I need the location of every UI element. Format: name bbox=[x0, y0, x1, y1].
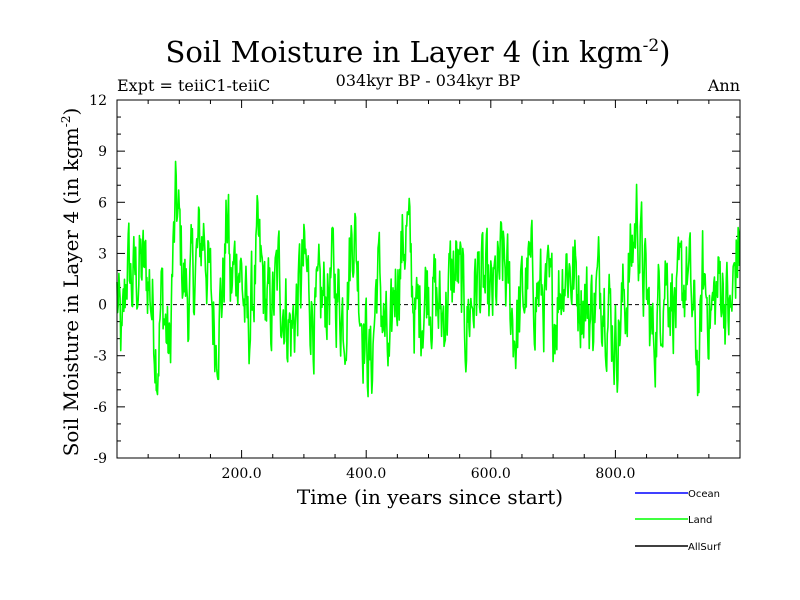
x-tick-label: 400.0 bbox=[346, 466, 386, 482]
legend: Ocean Land AllSurf bbox=[635, 489, 721, 553]
land-series-line bbox=[116, 160, 741, 398]
y-tick-label: 9 bbox=[98, 144, 107, 160]
x-tick-label: 600.0 bbox=[471, 466, 511, 482]
plot-frame bbox=[116, 99, 741, 459]
y-tick-label: 12 bbox=[89, 93, 107, 109]
x-axis-label: Time (in years since start) bbox=[297, 485, 563, 509]
y-tick-label: 0 bbox=[98, 298, 107, 314]
chart-subtitle: 034kyr BP - 034kyr BP bbox=[336, 71, 521, 90]
y-axis-label-close: ) bbox=[59, 108, 83, 116]
x-tick-label: 800.0 bbox=[595, 466, 635, 482]
season-label: Ann bbox=[707, 76, 740, 95]
y-tick-label: 3 bbox=[98, 246, 107, 262]
expt-label: Expt = teiiC1-teiiC bbox=[117, 76, 270, 95]
y-tick-label: -6 bbox=[93, 400, 107, 416]
legend-label-ocean: Ocean bbox=[688, 489, 720, 500]
chart-title-main: Soil Moisture in Layer 4 (in kgm bbox=[165, 35, 642, 69]
y-tick-label: -3 bbox=[93, 349, 107, 365]
chart-title-sup: -2 bbox=[643, 36, 660, 56]
legend-label-land: Land bbox=[688, 515, 712, 526]
chart-title-close: ) bbox=[659, 35, 670, 69]
y-axis-label-sup: -2 bbox=[59, 116, 73, 128]
y-tick-label: 6 bbox=[98, 195, 107, 211]
y-tick-label: -9 bbox=[93, 451, 107, 467]
chart-title: Soil Moisture in Layer 4 (in kgm-2) bbox=[165, 35, 670, 69]
axis-tick-labels: -9 -6 -3 0 3 6 9 12 200.0 400.0 600.0 800.0 bbox=[89, 93, 635, 482]
legend-label-allsurf: AllSurf bbox=[688, 542, 721, 553]
x-tick-label: 200.0 bbox=[222, 466, 262, 482]
y-axis-label-main: Soil Moisture in Layer 4 (in kgm bbox=[59, 127, 83, 456]
y-axis-label: Soil Moisture in Layer 4 (in kgm-2) bbox=[59, 108, 83, 457]
axis-ticks bbox=[117, 99, 740, 459]
